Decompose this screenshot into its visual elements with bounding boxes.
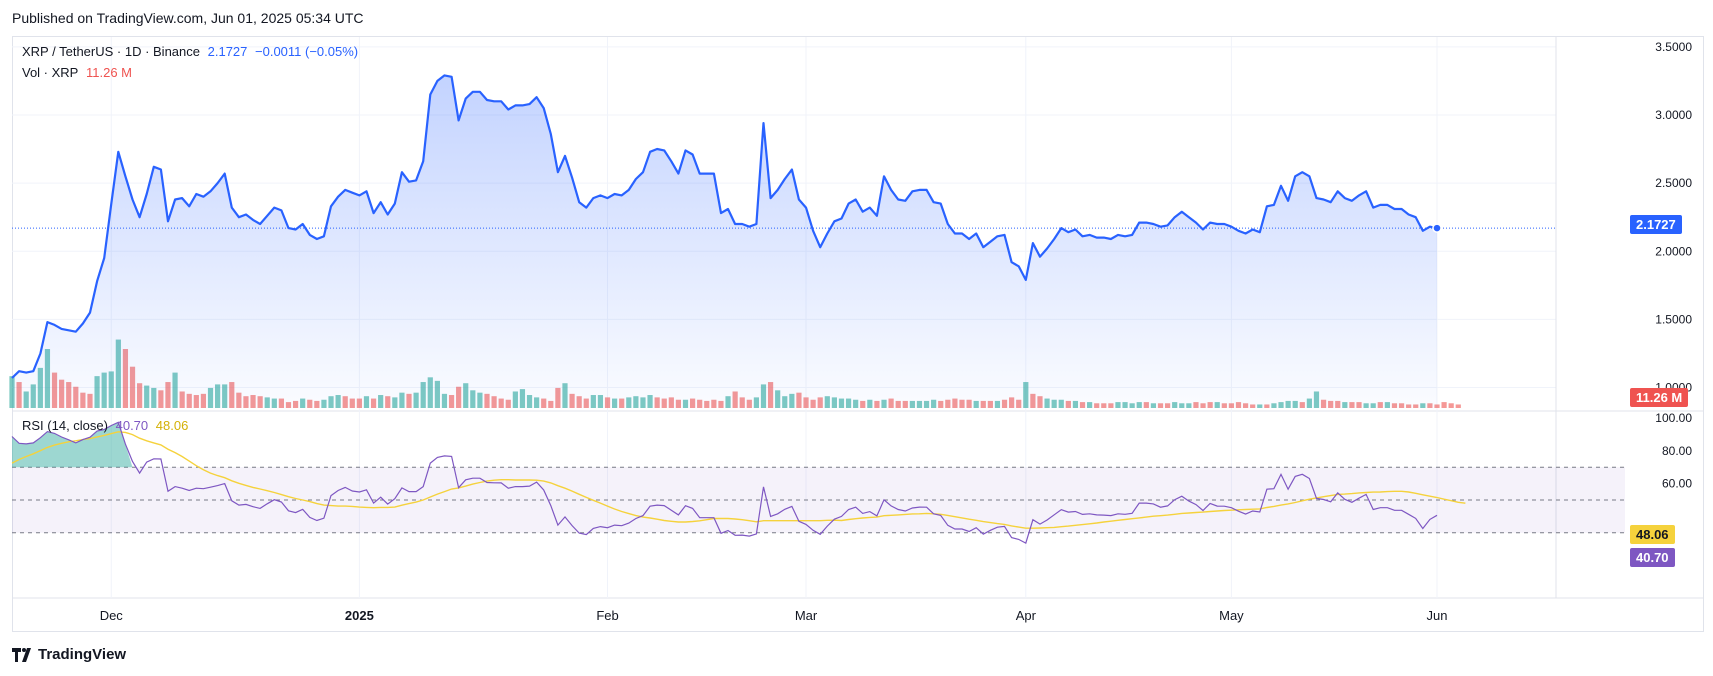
time-tick-label: Mar [795,608,818,623]
price-tick-label: 3.0000 [1655,108,1692,122]
time-tick-label: May [1219,608,1244,623]
price-line [11,74,1438,379]
rsi-tick-label: 60.00 [1662,477,1692,491]
time-tick-label: Jun [1427,608,1448,623]
volume-bar [1448,403,1454,408]
price-tick-label: 1.5000 [1655,312,1692,326]
symbol-title: XRP / TetherUS · 1D · Binance [22,44,200,59]
time-tick-label: Apr [1016,608,1037,623]
volume-bar [1455,404,1461,408]
price-tick-label: 3.5000 [1655,40,1692,54]
price-badge: 2.1727 [1630,215,1682,234]
rsi-line [11,421,1438,544]
rsi-ma-line [11,431,1466,529]
time-tick-label: Feb [596,608,618,623]
last-price: 2.1727 [207,44,248,59]
tradingview-icon [12,647,31,662]
time-tick-label: 2025 [345,608,374,623]
rsi-ma-badge: 48.06 [1630,525,1675,544]
rsi-tick-label: 100.00 [1655,411,1692,425]
volume-value: 11.26 M [85,65,132,80]
volume-legend: Vol · XRP 11.26 M [22,65,136,80]
volume-bar [1441,402,1447,408]
time-tick-label: Dec [100,608,124,623]
rsi-ma-value: 48.06 [155,418,189,433]
price-area [12,75,1437,409]
tradingview-logo[interactable]: TradingView [12,646,126,663]
symbol-legend: XRP / TetherUS · 1D · Binance 2.1727 −0.… [22,44,362,59]
price-change: −0.0011 (−0.05%) [255,44,359,59]
rsi-legend: RSI (14, close) 40.70 48.06 [22,418,192,433]
price-tick-label: 2.5000 [1655,176,1692,190]
tradingview-brand: TradingView [38,646,127,663]
rsi-title: RSI (14, close) [22,418,108,433]
published-label: Published on TradingView.com, Jun 01, 20… [12,10,364,26]
volume-badge: 11.26 M [1630,388,1689,407]
rsi-tick-label: 80.00 [1662,444,1692,458]
rsi-overbought-fill [12,422,133,468]
last-price-dot [1432,223,1442,233]
price-tick-label: 2.0000 [1655,244,1692,258]
rsi-badge: 40.70 [1630,548,1675,567]
volume-title: Vol · XRP [22,65,79,80]
rsi-value: 40.70 [115,418,149,433]
chart-area[interactable] [12,36,1704,632]
